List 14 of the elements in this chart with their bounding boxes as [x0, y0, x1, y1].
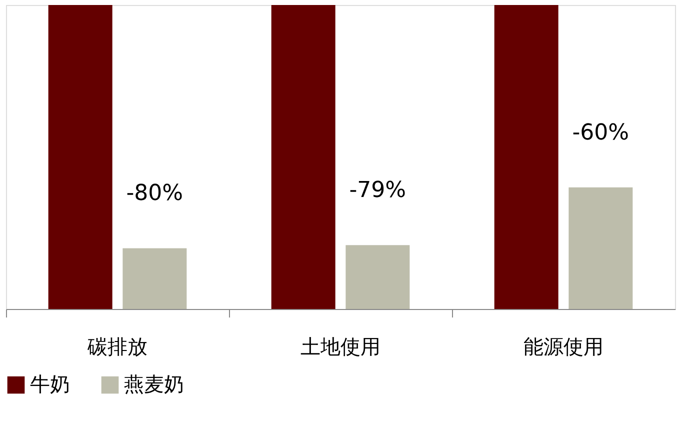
- legend-label: 牛奶: [30, 372, 70, 396]
- bar: [122, 248, 187, 309]
- annotation: -79%: [349, 178, 406, 204]
- bar: [346, 245, 410, 309]
- x-tick-label: 土地使用: [300, 334, 380, 358]
- bar: [568, 187, 633, 309]
- bar: [48, 5, 112, 309]
- legend-label: 燕麦奶: [124, 372, 184, 396]
- annotation: -80%: [126, 181, 184, 206]
- x-tick-label: 能源使用: [524, 334, 604, 358]
- bar: [494, 5, 558, 309]
- bar: [271, 5, 336, 309]
- annotation: -60%: [572, 120, 630, 146]
- x-tick-label: 碳排放: [86, 334, 148, 358]
